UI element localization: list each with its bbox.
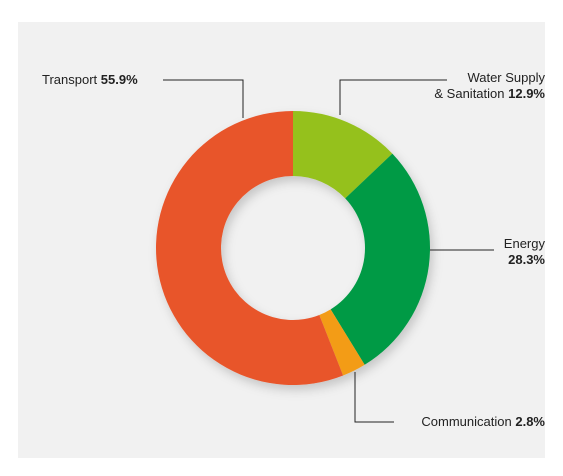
donut	[156, 111, 430, 385]
leader-line	[339, 79, 447, 115]
slice	[293, 111, 393, 199]
leader-line	[354, 372, 394, 423]
slice	[319, 309, 365, 376]
slice	[156, 111, 344, 385]
slice-label: Water Supply & Sanitation 12.9%	[434, 70, 545, 102]
category-name: Transport	[42, 72, 98, 87]
slice-label: Communication 2.8%	[421, 414, 545, 430]
slice-label: Energy 28.3%	[504, 236, 545, 268]
value-label: 55.9%	[100, 72, 138, 87]
value-label: 2.8%	[515, 414, 545, 429]
value-label: 12.9%	[508, 86, 545, 101]
slice	[330, 153, 430, 365]
value-label: 28.3%	[508, 252, 545, 267]
panel	[18, 22, 545, 458]
category-name: Water Supply & Sanitation	[434, 70, 545, 101]
leader-line	[163, 79, 244, 118]
category-name: Communication	[421, 414, 512, 429]
category-name: Energy	[503, 236, 545, 251]
slice-label: Transport 55.9%	[42, 72, 138, 88]
